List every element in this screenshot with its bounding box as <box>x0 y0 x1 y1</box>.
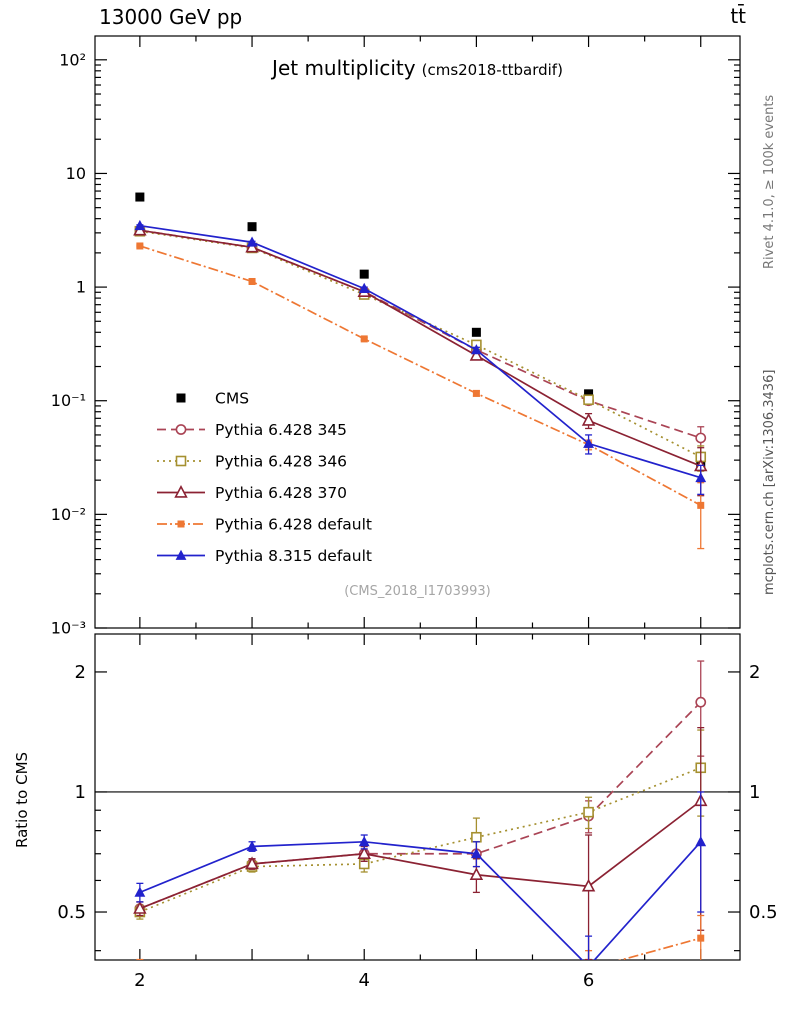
legend-label-pythia-6-428-370: Pythia 6.428 370 <box>215 484 347 502</box>
xtick-label: 4 <box>358 970 369 991</box>
legend-label-cms: CMS <box>215 390 249 408</box>
ratio-panel-frame <box>94 633 741 961</box>
main-ytick-label: 10 <box>66 164 86 183</box>
series-pythia-6-428-370-ratio <box>133 726 708 960</box>
process-label: tt̄ <box>730 4 746 28</box>
plot-title-row: Jet multiplicity (cms2018-ttbardif) <box>95 56 740 80</box>
ratio-ytick-label-left: 1 <box>75 782 86 803</box>
xtick-label: 2 <box>134 970 145 991</box>
series-pythia-8-315-default-main <box>134 219 707 496</box>
main-ytick-label: 10² <box>59 50 86 69</box>
plot-title: Jet multiplicity <box>272 56 416 80</box>
main-ytick-label: 10⁻¹ <box>51 391 86 410</box>
legend-label-pythia-6-428-346: Pythia 6.428 346 <box>215 453 347 471</box>
beam-energy-label: 13000 GeV pp <box>99 5 243 29</box>
main-ytick-label: 10⁻² <box>51 505 86 524</box>
legend-label-pythia-6-428-default: Pythia 6.428 default <box>215 516 372 534</box>
series-pythia-6-428-345-main <box>134 224 707 454</box>
series-pythia-6-428-345-ratio <box>134 660 707 917</box>
ratio-ytick-label-right: 1 <box>749 782 760 803</box>
ratio-ytick-label-right: 0.5 <box>749 902 778 923</box>
analysis-id-watermark: (CMS_2018_I1703993) <box>344 584 491 599</box>
main-ytick-label: 1 <box>76 278 86 297</box>
ratio-ytick-label-left: 2 <box>75 662 86 683</box>
plot-subtitle: (cms2018-ttbardif) <box>421 61 563 79</box>
xtick-label: 6 <box>583 970 594 991</box>
legend-label-pythia-8-315-default: Pythia 8.315 default <box>215 547 372 565</box>
main-panel-frame <box>94 35 741 629</box>
series-pythia-6-428-346-ratio <box>134 729 707 920</box>
legend: CMS Pythia 6.428 345 Pythia 6.428 346 Pythi… <box>157 390 372 565</box>
main-ytick-label: 10⁻³ <box>51 619 86 638</box>
ratio-ytick-label-left: 0.5 <box>57 902 86 923</box>
legend-label-pythia-6-428-345: Pythia 6.428 345 <box>215 421 347 439</box>
axis-tick-labels: 10² 10 1 10⁻¹ 10⁻² 10⁻³ 2 2 1 1 0.5 0.5 2 4 6 <box>51 50 778 991</box>
axes <box>94 35 741 961</box>
series-pythia-8-315-default-ratio <box>134 791 707 960</box>
ratio-ytick-label-right: 2 <box>749 662 760 683</box>
